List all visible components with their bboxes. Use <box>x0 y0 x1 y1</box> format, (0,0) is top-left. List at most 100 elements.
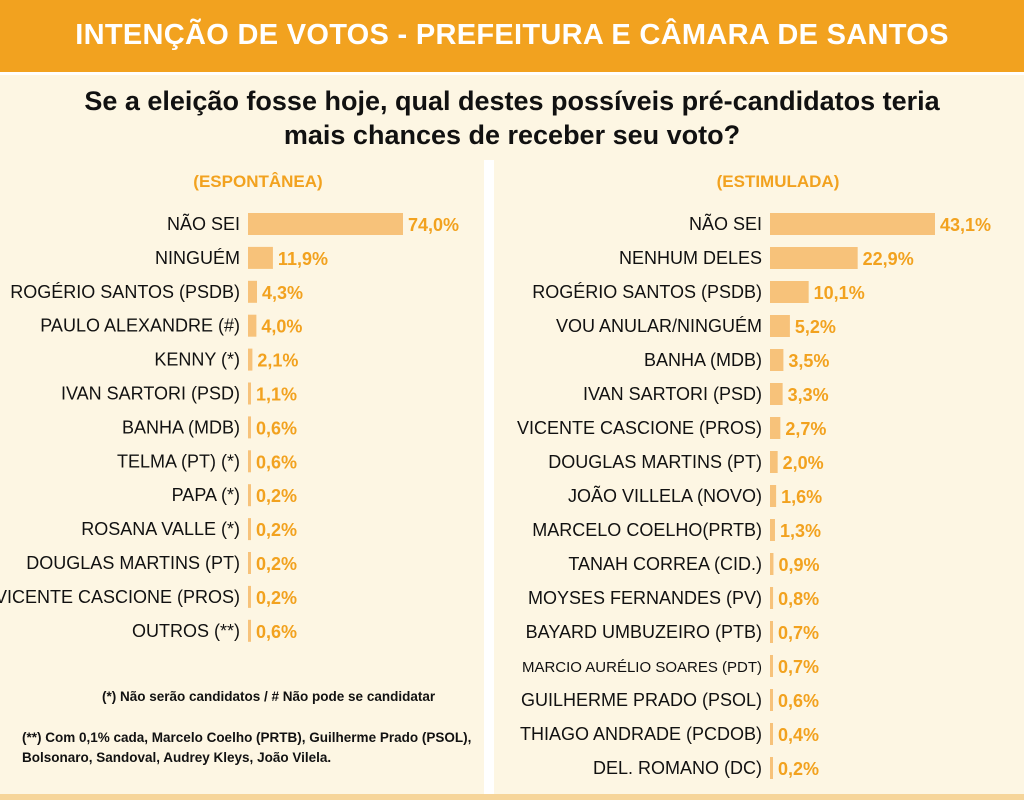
estimulada-category-label: MARCIO AURÉLIO SOARES (PDT) <box>522 659 762 676</box>
espontanea-bar <box>248 518 251 541</box>
espontanea-value-label: 4,3% <box>262 283 303 303</box>
estimulada-category-label: MOYSES FERNANDES (PV) <box>528 588 762 608</box>
estimulada-category-label: NENHUM DELES <box>619 248 762 268</box>
estimulada-bar <box>770 757 773 779</box>
estimulada-category-label: MARCELO COELHO(PRTB) <box>532 520 762 540</box>
estimulada-category-label: TANAH CORREA (CID.) <box>568 554 762 574</box>
estimulada-bar <box>770 213 935 235</box>
footnote-others: (**) Com 0,1% cada, Marcelo Coelho (PRTB… <box>22 730 472 765</box>
estimulada-bar <box>770 723 773 745</box>
espontanea-category-label: NINGUÉM <box>155 248 240 268</box>
estimulada-value-label: 22,9% <box>863 249 914 269</box>
espontanea-category-label: TELMA (PT) (*) <box>117 451 240 471</box>
survey-question: Se a eleição fosse hoje, qual destes pos… <box>84 86 940 150</box>
espontanea-value-label: 1,1% <box>256 385 297 405</box>
espontanea-value-label: 4,0% <box>261 317 302 337</box>
estimulada-bar <box>770 281 809 303</box>
estimulada-value-label: 0,2% <box>778 759 819 779</box>
espontanea-chart-title: (ESPONTÂNEA) <box>193 172 322 191</box>
espontanea-category-label: OUTROS (**) <box>132 621 240 641</box>
estimulada-chart-title: (ESTIMULADA) <box>717 172 840 191</box>
column-divider <box>484 160 494 800</box>
espontanea-value-label: 0,2% <box>256 486 297 506</box>
estimulada-category-label: DEL. ROMANO (DC) <box>593 758 762 778</box>
estimulada-value-label: 3,3% <box>788 385 829 405</box>
espontanea-bar <box>248 280 258 303</box>
estimulada-category-label: BANHA (MDB) <box>644 350 762 370</box>
estimulada-bar <box>770 315 790 337</box>
espontanea-value-label: 0,6% <box>256 418 297 438</box>
estimulada-bar <box>770 383 783 405</box>
estimulada-bar <box>770 621 773 643</box>
estimulada-value-label: 1,3% <box>780 521 821 541</box>
espontanea-value-label: 2,1% <box>257 351 298 371</box>
estimulada-value-label: 0,8% <box>778 589 819 609</box>
espontanea-value-label: 74,0% <box>408 215 459 235</box>
estimulada-category-label: GUILHERME PRADO (PSOL) <box>521 690 762 710</box>
estimulada-bar <box>770 417 781 439</box>
estimulada-value-label: 10,1% <box>814 283 865 303</box>
espontanea-bar <box>248 484 251 507</box>
espontanea-value-label: 11,9% <box>278 249 328 269</box>
bottom-rule <box>0 794 1024 800</box>
banner-divider <box>0 72 1024 75</box>
estimulada-value-label: 0,6% <box>778 691 819 711</box>
estimulada-category-label: VICENTE CASCIONE (PROS) <box>517 418 762 438</box>
estimulada-category-label: VOU ANULAR/NINGUÉM <box>556 316 762 336</box>
espontanea-bar <box>248 246 273 269</box>
estimulada-bar <box>770 349 784 371</box>
espontanea-bar <box>248 585 251 608</box>
espontanea-category-label: ROGÉRIO SANTOS (PSDB) <box>10 282 240 302</box>
espontanea-category-label: BANHA (MDB) <box>122 417 240 437</box>
estimulada-value-label: 0,4% <box>778 725 819 745</box>
estimulada-bar <box>770 451 778 473</box>
estimulada-bar <box>770 655 773 677</box>
espontanea-bar <box>248 213 403 235</box>
espontanea-category-label: KENNY (*) <box>154 350 240 370</box>
estimulada-bar <box>770 519 775 541</box>
estimulada-category-label: IVAN SARTORI (PSD) <box>583 384 762 404</box>
estimulada-value-label: 3,5% <box>788 351 829 371</box>
espontanea-category-label: DOUGLAS MARTINS (PT) <box>26 553 240 573</box>
estimulada-category-label: ROGÉRIO SANTOS (PSDB) <box>532 282 762 302</box>
espontanea-value-label: 0,6% <box>256 622 297 642</box>
estimulada-bar <box>770 689 773 711</box>
espontanea-bar <box>248 314 257 337</box>
estimulada-value-label: 2,7% <box>785 419 826 439</box>
estimulada-category-label: THIAGO ANDRADE (PCDOB) <box>520 724 762 744</box>
estimulada-bar <box>770 587 774 609</box>
espontanea-bar <box>248 382 251 405</box>
espontanea-category-label: NÃO SEI <box>167 213 240 234</box>
espontanea-bar <box>248 348 253 371</box>
estimulada-bar <box>770 247 858 269</box>
espontanea-value-label: 0,2% <box>256 554 297 574</box>
estimulada-value-label: 0,7% <box>778 623 819 643</box>
estimulada-value-label: 2,0% <box>783 453 824 473</box>
estimulada-bar <box>770 553 774 575</box>
espontanea-category-label: IVAN SARTORI (PSD) <box>61 384 240 404</box>
estimulada-value-label: 1,6% <box>781 487 822 507</box>
footnote-candidates: (*) Não serão candidatos / # Não pode se… <box>102 689 436 704</box>
espontanea-value-label: 0,6% <box>256 452 297 472</box>
espontanea-bar <box>248 416 251 439</box>
estimulada-value-label: 43,1% <box>940 215 991 235</box>
espontanea-category-label: ROSANA VALLE (*) <box>81 519 240 539</box>
estimulada-category-label: NÃO SEI <box>689 213 762 234</box>
estimulada-value-label: 5,2% <box>795 317 836 337</box>
espontanea-bar <box>248 552 251 574</box>
espontanea-value-label: 0,2% <box>256 588 297 608</box>
estimulada-category-label: JOÃO VILLELA (NOVO) <box>568 485 762 506</box>
chart-banner-title: INTENÇÃO DE VOTOS - PREFEITURA E CÂMARA … <box>0 0 1024 72</box>
espontanea-category-label: PAPA (*) <box>172 485 240 505</box>
estimulada-value-label: 0,7% <box>778 657 819 677</box>
estimulada-category-label: DOUGLAS MARTINS (PT) <box>548 452 762 472</box>
estimulada-bar <box>770 485 777 507</box>
espontanea-category-label: VICENTE CASCIONE (PROS) <box>0 587 240 607</box>
espontanea-value-label: 0,2% <box>256 520 297 540</box>
espontanea-bar <box>248 619 251 642</box>
estimulada-value-label: 0,9% <box>778 555 819 575</box>
espontanea-bar <box>248 450 251 473</box>
espontanea-category-label: PAULO ALEXANDRE (#) <box>40 316 240 336</box>
estimulada-category-label: BAYARD UMBUZEIRO (PTB) <box>526 622 762 642</box>
